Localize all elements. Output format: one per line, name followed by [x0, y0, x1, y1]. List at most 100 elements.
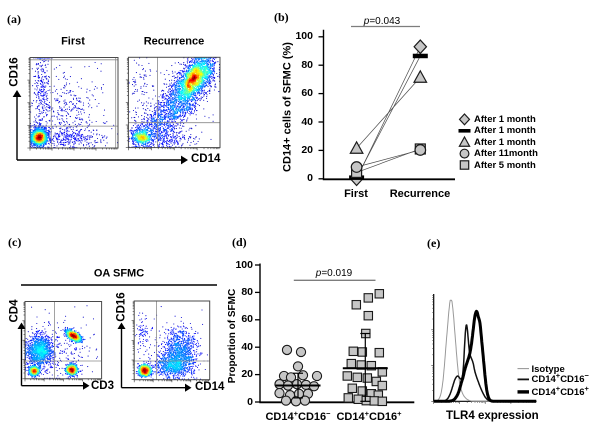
panel-e-leg2-base2: CD16	[560, 374, 585, 385]
panel-e-leg3-base2: CD16	[560, 386, 585, 398]
panel-a-y-axis-label: CD16	[8, 57, 21, 87]
panel-d-cat2-sup2: +	[397, 409, 402, 418]
panel-b-legend-3: After 1 month	[474, 136, 536, 148]
panel-d-category-1: CD14+CD16−	[265, 409, 331, 423]
panel-c-axes	[17, 322, 192, 392]
panel-d-ytick-60: 60	[241, 313, 253, 326]
panel-d-cat2-base2: CD16	[369, 411, 398, 423]
flow-dots-a1	[29, 57, 119, 149]
panel-b-legend-marker-diamond	[458, 113, 471, 126]
flow-plot-a2	[125, 56, 221, 151]
data-point	[357, 347, 368, 357]
data-point	[363, 293, 374, 303]
panel-e-leg3-sup1: +	[555, 383, 561, 393]
panel-e-leg2-base1: CD14	[531, 374, 556, 385]
panel-d-p-value: p=0.019	[315, 267, 353, 279]
panel-e-x-axis-label: TLR4 expression	[446, 409, 539, 422]
panel-b-p-italic: p	[363, 15, 370, 27]
panel-d-p-italic: p	[315, 267, 322, 279]
panel-d-p-rest: =0.019	[321, 267, 353, 279]
panel-b-chart	[318, 25, 471, 187]
panel-d-category-2: CD14+CD16+	[336, 409, 402, 423]
panel-a-title-first: First	[61, 35, 85, 48]
data-point	[377, 380, 388, 391]
data-point	[291, 379, 303, 390]
data-point	[363, 310, 374, 321]
flow-dots-c2	[134, 306, 209, 380]
panel-d-cat1-sup1: +	[293, 409, 298, 418]
panel-b-ytick-20: 20	[301, 144, 313, 156]
panel-d-cat1-base2: CD16	[298, 411, 327, 423]
panel-b-category-first: First	[344, 188, 368, 200]
data-point	[369, 396, 380, 406]
panel-a-letter: (a)	[7, 12, 21, 26]
data-point	[274, 387, 285, 399]
panel-b-legend-marker-triangle	[458, 135, 471, 147]
panel-b-legend-2: After 1 month	[474, 125, 536, 137]
panel-d-cat1-sup2: −	[326, 409, 331, 418]
flow-plot-c1	[22, 301, 103, 382]
flow-dots-a2	[128, 57, 221, 148]
data-point	[342, 371, 353, 381]
panel-b-ytick-80: 80	[301, 58, 313, 71]
data-point	[274, 379, 285, 390]
panel-b-p-value: p=0.043	[363, 15, 401, 27]
panel-e-legend-isotype: Isotype	[531, 363, 565, 375]
panel-b-ytick-60: 60	[301, 87, 313, 100]
data-point	[353, 394, 364, 405]
panel-d-ytick-40: 40	[241, 340, 253, 353]
panel-c-plot1-y-label: CD4	[8, 299, 21, 323]
panel-d-letter: (d)	[232, 235, 247, 249]
data-point	[352, 372, 363, 383]
panel-b-legend-1: After 1 month	[474, 114, 536, 125]
data-point	[351, 299, 362, 310]
panel-d-cat2-sup1: +	[364, 409, 369, 418]
panel-e-leg3-sup2: +	[584, 383, 589, 393]
data-point	[280, 395, 292, 406]
panel-c-plot1-x-label: CD3	[91, 379, 115, 392]
data-point	[362, 373, 373, 383]
panel-e-leg2-sup2: −	[584, 371, 589, 380]
panel-c-title: OA SFMC	[93, 267, 145, 280]
data-point	[361, 395, 372, 406]
panel-e-legend-cd16neg: CD14+CD16−	[531, 372, 589, 385]
data-point	[374, 347, 385, 358]
panel-b-series-triangle	[349, 69, 428, 154]
data-point	[377, 396, 388, 407]
panel-b-legend-4: After 11month	[474, 148, 538, 160]
panel-e-letter: (e)	[427, 236, 441, 250]
panel-b-ytick-0: 0	[307, 172, 313, 184]
panel-d-ytick-100: 100	[235, 258, 253, 271]
data-point	[374, 289, 385, 299]
panel-b-legend-marker-bar	[458, 129, 471, 133]
data-point	[295, 346, 307, 358]
panel-b-ytick-40: 40	[301, 115, 313, 128]
data-point	[346, 358, 357, 369]
panel-b-legend-marker-circle	[459, 148, 470, 159]
flow-plot-a1	[27, 57, 119, 151]
panel-b-series-circle	[350, 144, 427, 173]
panel-b-letter: (b)	[274, 10, 289, 24]
panel-d-group-2	[342, 289, 388, 407]
flow-plot-c2	[131, 300, 211, 383]
panel-d-ytick-0: 0	[247, 395, 253, 408]
panel-d-group-1	[274, 344, 323, 407]
panel-d-ytick-20: 20	[241, 368, 253, 381]
data-point	[343, 393, 354, 403]
histogram-curve-2	[432, 309, 538, 403]
panel-d-ytick-80: 80	[241, 285, 253, 298]
panel-e-leg2-sup1: +	[555, 371, 561, 380]
data-point	[292, 361, 304, 372]
panel-c-letter: (c)	[8, 235, 22, 249]
panel-b-p-rest: =0.043	[369, 15, 401, 27]
flow-dots-c1	[24, 305, 99, 379]
panel-a-x-axis-label: CD14	[191, 153, 221, 165]
data-point	[281, 344, 293, 356]
panel-e-chart	[431, 294, 538, 404]
panel-b-ytick-100: 100	[295, 30, 313, 43]
panel-b-legend-marker-square	[459, 160, 470, 170]
data-point	[311, 370, 323, 382]
data-point	[348, 346, 359, 357]
panel-c-plot2-y-label: CD16	[115, 292, 128, 322]
